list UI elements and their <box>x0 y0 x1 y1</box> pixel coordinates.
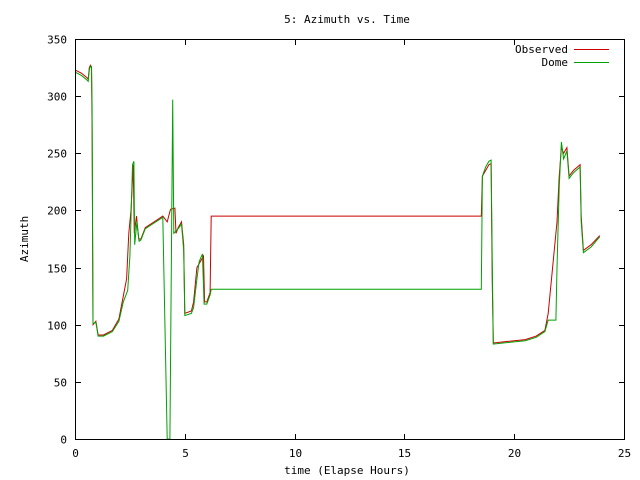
series-line-observed <box>74 64 601 344</box>
legend-label-observed: Observed <box>515 43 568 56</box>
y-tick-label: 350 <box>47 34 67 47</box>
chart-title: 5: Azimuth vs. Time <box>284 13 410 26</box>
y-tick-label: 250 <box>47 148 67 161</box>
y-tick-label: 100 <box>47 320 67 333</box>
y-axis-label: Azimuth <box>18 216 31 262</box>
x-tick-label: 25 <box>618 447 631 460</box>
series-line-dome <box>74 65 601 440</box>
x-tick-label: 5 <box>182 447 189 460</box>
x-tick-label: 15 <box>398 447 411 460</box>
y-tick-label: 150 <box>47 263 67 276</box>
plot-frame <box>75 39 625 440</box>
series-lines <box>74 64 601 440</box>
x-axis-label: time (Elapse Hours) <box>284 464 410 477</box>
y-tick-label: 50 <box>54 377 67 390</box>
x-tick-label: 10 <box>289 447 302 460</box>
y-tick-label: 200 <box>47 205 67 218</box>
y-tick-label: 0 <box>60 434 67 447</box>
x-tick-label: 20 <box>508 447 521 460</box>
x-tick-label: 0 <box>72 447 79 460</box>
y-tick-label: 300 <box>47 91 67 104</box>
legend-label-dome: Dome <box>542 56 569 69</box>
